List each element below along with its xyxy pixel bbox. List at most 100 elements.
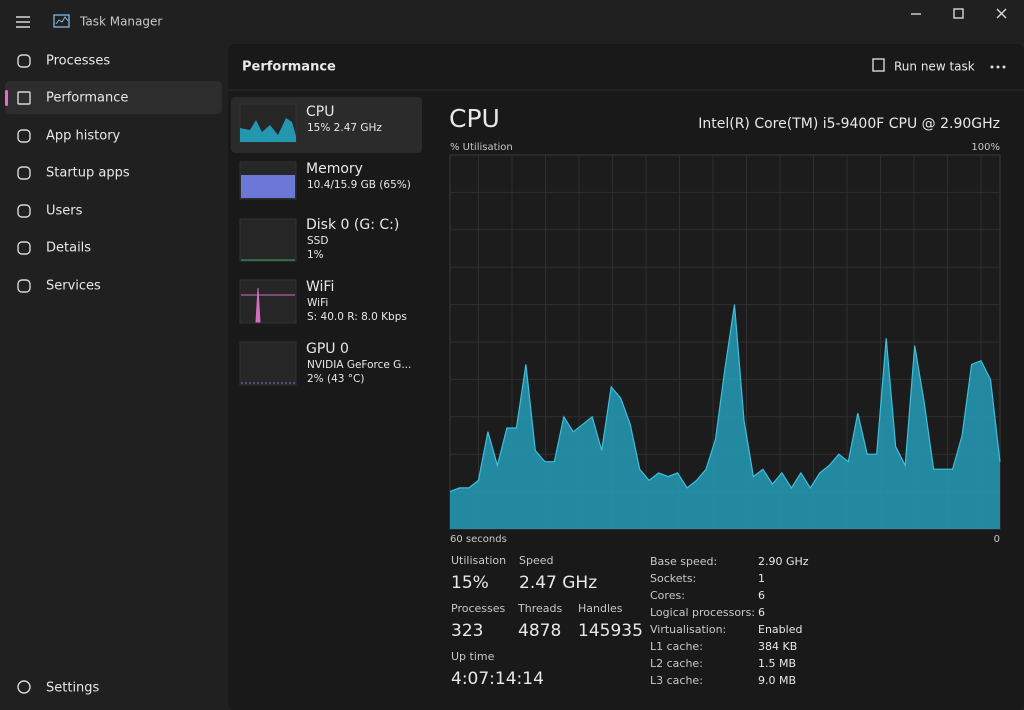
thumbnail-graph (240, 118, 296, 142)
stat-label: Threads (517, 602, 562, 615)
spec-value: 6 (758, 606, 765, 619)
maximize-button[interactable] (953, 8, 964, 19)
nav-item[interactable]: Performance (17, 91, 128, 106)
nav-item[interactable]: Details (17, 241, 91, 256)
more-button[interactable] (990, 65, 1006, 69)
stat-label: Speed (519, 554, 553, 567)
dot (990, 65, 994, 69)
settings-icon (17, 680, 31, 694)
dot (996, 65, 1000, 69)
nav-accent (5, 90, 8, 106)
resource-detail: 10.4/15.9 GB (65%) (307, 179, 411, 191)
spec-label: Logical processors: (650, 606, 755, 619)
nav-item[interactable]: Startup apps (17, 166, 130, 181)
spec-label: Sockets: (650, 572, 696, 585)
spec-value: 1 (758, 572, 765, 585)
spec-value: 1.5 MB (758, 657, 796, 670)
nav-item[interactable]: Services (17, 279, 101, 294)
nav-label: Startup apps (46, 166, 130, 181)
thumbnail-graph (241, 287, 295, 323)
stat-value: 4:07:14:14 (451, 669, 544, 689)
y-max-label: 100% (971, 142, 1000, 153)
stat-value: 145935 (578, 621, 643, 641)
spec-label: Virtualisation: (650, 623, 726, 636)
detail-title: CPU (449, 104, 500, 133)
nav-settings[interactable]: Settings (17, 680, 100, 696)
nav-selected-bg (5, 81, 222, 114)
window-title: Task Manager (79, 15, 162, 29)
resource-name: Memory (306, 161, 363, 177)
resource-item[interactable]: GPU 0 NVIDIA GeForce G... 2% (43 °C) (239, 341, 411, 386)
x-start-label: 60 seconds (450, 534, 507, 545)
nav-item[interactable]: Users (17, 204, 83, 219)
spec-value: 2.90 GHz (758, 555, 809, 568)
stat-label: Processes (451, 602, 505, 615)
nav-item[interactable]: Processes (17, 54, 110, 69)
resource-detail: 1% (307, 249, 324, 261)
nav-icon (17, 166, 31, 180)
nav-icon (17, 241, 31, 255)
page-title: Performance (242, 60, 336, 75)
y-axis-label: % Utilisation (450, 142, 513, 153)
stat-value: 15% (451, 573, 489, 593)
spec-label: L1 cache: (650, 640, 703, 653)
cpu-line (449, 304, 1001, 493)
nav-label: Performance (46, 91, 128, 106)
resource-detail: NVIDIA GeForce G... (307, 359, 411, 371)
run-icon (872, 58, 885, 72)
resource-thumbnail (239, 279, 297, 324)
hamburger-icon (16, 16, 30, 28)
resource-detail: WiFi (307, 297, 328, 309)
resource-item[interactable]: Disk 0 (G: C:) SSD 1% (239, 217, 399, 262)
nav-icon (17, 279, 31, 293)
run-new-task-button[interactable]: Run new task (872, 58, 975, 74)
spec-value: Enabled (758, 623, 802, 636)
specs: Base speed: 2.90 GHz Sockets: 1 Cores: 6Logic… (650, 555, 809, 687)
run-new-task-label: Run new task (894, 60, 975, 74)
nav-icon (17, 129, 31, 143)
resource-thumbnail (239, 341, 297, 386)
resource-name: CPU (306, 104, 334, 120)
nav-icon (17, 204, 31, 218)
app-icon-line (55, 16, 69, 25)
resource-item[interactable]: WiFi WiFi S: 40.0 R: 8.0 Kbps (239, 279, 407, 324)
nav-item[interactable]: App history (17, 129, 121, 144)
cpu-model: Intel(R) Core(TM) i5-9400F CPU @ 2.90GHz (698, 116, 1000, 132)
stat-value: 2.47 GHz (519, 573, 597, 593)
nav-label: Users (46, 204, 83, 219)
resource-thumbnail (239, 218, 297, 262)
nav-label: App history (46, 129, 121, 144)
dot (1002, 65, 1006, 69)
spec-value: 9.0 MB (758, 674, 796, 687)
stat-label: Handles (578, 602, 623, 615)
thumbnail-graph (241, 175, 295, 198)
resource-name: Disk 0 (G: C:) (306, 217, 399, 233)
spec-label: L3 cache: (650, 674, 703, 687)
stat-label: Utilisation (451, 554, 506, 567)
resource-detail: 2% (43 °C) (307, 373, 364, 385)
stat-value: 4878 (518, 621, 561, 641)
nav-icon (17, 54, 31, 68)
stats: Utilisation 15% Speed 2.47 GHz Processes 323 T… (451, 554, 643, 689)
hamburger-button[interactable] (16, 16, 30, 28)
spec-value: 384 KB (758, 640, 797, 653)
x-end-label: 0 (994, 534, 1000, 545)
stat-value: 323 (451, 621, 483, 641)
resource-name: GPU 0 (306, 341, 349, 357)
resource-detail: 15% 2.47 GHz (307, 122, 382, 134)
spec-label: Cores: (650, 589, 685, 602)
nav-label: Processes (46, 54, 110, 69)
spec-label: L2 cache: (650, 657, 703, 670)
close-button[interactable] (996, 8, 1007, 19)
resource-detail: S: 40.0 R: 8.0 Kbps (307, 311, 407, 323)
resource-name: WiFi (306, 279, 334, 295)
cpu-area (450, 304, 1000, 529)
cpu-graph (449, 304, 1001, 529)
spec-label: Base speed: (650, 555, 717, 568)
nav-label: Services (46, 279, 101, 294)
graph-grid (450, 155, 1000, 529)
stat-label: Up time (451, 650, 495, 663)
app-icon (53, 14, 70, 28)
resource-detail: SSD (307, 235, 328, 247)
